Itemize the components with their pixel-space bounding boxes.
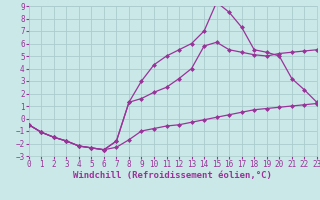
X-axis label: Windchill (Refroidissement éolien,°C): Windchill (Refroidissement éolien,°C) (73, 171, 272, 180)
